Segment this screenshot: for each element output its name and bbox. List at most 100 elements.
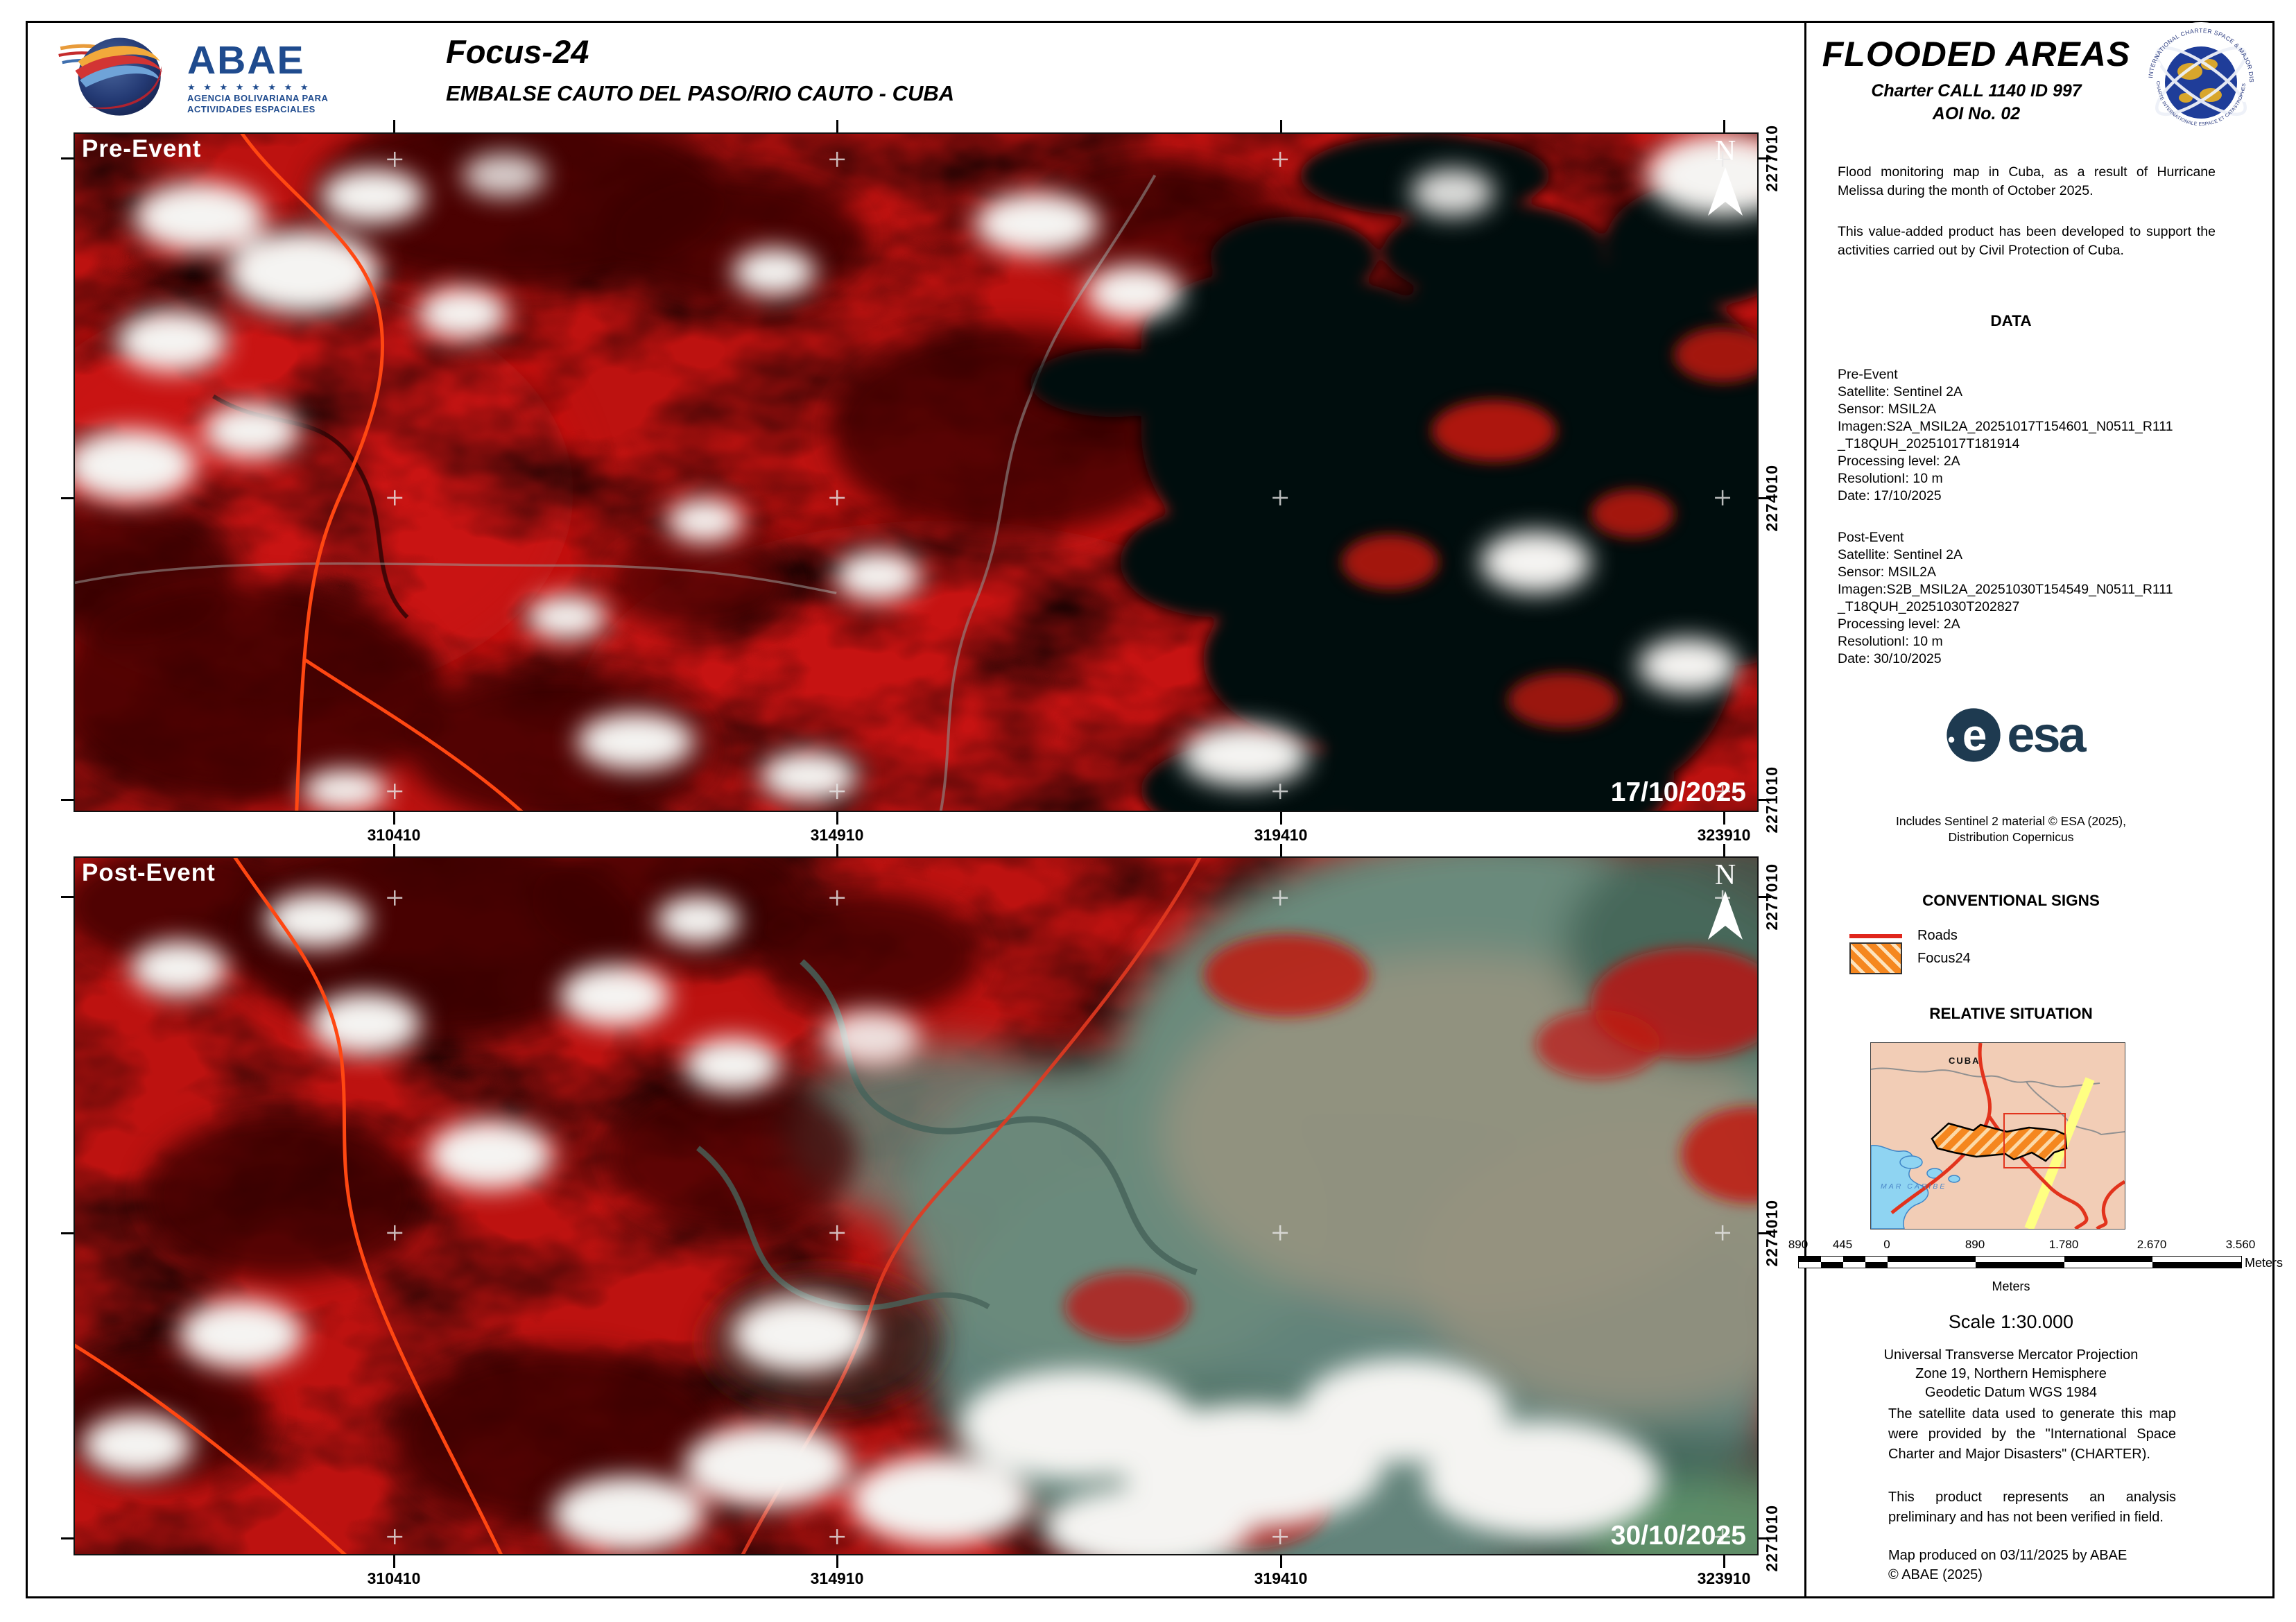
esa-logo: e esa <box>1806 706 2222 764</box>
tick <box>393 120 395 132</box>
focus24-symbol <box>1849 942 1902 974</box>
conventional-signs-heading: CONVENTIONAL SIGNS <box>1922 892 2100 909</box>
x-tick-label: 319410 <box>1254 826 1308 844</box>
data-line: Satellite: Sentinel 2A <box>1838 384 1962 399</box>
tick <box>1759 896 1771 898</box>
esa-credit-line2: Distribution Copernicus <box>1948 830 2074 844</box>
post-event-map: Post-Event 30/10/2025 N <box>74 856 1759 1555</box>
tick <box>1723 120 1725 132</box>
tick <box>836 812 838 825</box>
intro-paragraph-2: This value-added product has been develo… <box>1838 224 2216 258</box>
tick <box>836 844 838 856</box>
tick <box>61 799 74 801</box>
pre-event-map: Pre-Event 17/10/2025 N <box>74 132 1759 812</box>
legend-roads-row: Roads <box>1849 928 1958 944</box>
produced-line1: Map produced on 03/11/2025 by ABAE <box>1888 1548 2127 1563</box>
tick <box>393 812 395 825</box>
tick <box>1280 1555 1282 1568</box>
roads-label: Roads <box>1917 928 1958 943</box>
scalebar-label: 890 <box>1788 1238 1809 1251</box>
abae-stars: ★ ★ ★ ★ ★ ★ ★ ★ <box>187 82 311 92</box>
tick <box>61 497 74 499</box>
esa-credit-line1: Includes Sentinel 2 material © ESA (2025… <box>1896 814 2126 828</box>
aoi-number: AOI No. 02 <box>1932 104 2021 123</box>
data-line: _T18QUH_20251030T202827 <box>1838 599 2020 614</box>
disclaimer-note: This product represents an analysis prel… <box>1888 1490 2176 1525</box>
esa-ball-icon: e <box>1947 708 2001 762</box>
x-tick-label: 310410 <box>367 1569 421 1587</box>
tick <box>1759 497 1771 499</box>
data-heading: DATA <box>1990 312 2032 329</box>
x-tick-label: 314910 <box>810 826 864 844</box>
projection-line3: Geodetic Datum WGS 1984 <box>1925 1385 2097 1400</box>
projection-line1: Universal Transverse Mercator Projection <box>1883 1347 2139 1363</box>
legend-focus24-row: Focus24 <box>1849 942 1971 974</box>
pre-event-data-block: Pre-Event Satellite: Sentinel 2A Sensor:… <box>1838 366 2226 505</box>
scalebar-label: 3.560 <box>2225 1238 2256 1251</box>
esa-ball-letter: e <box>1962 710 1987 760</box>
focus24-aoi-polygon <box>1931 1122 2068 1162</box>
esa-wordmark: esa <box>2007 707 2086 763</box>
x-tick-label: 323910 <box>1697 1569 1751 1587</box>
north-letter: N <box>1715 859 1736 891</box>
scalebar: 890 445 0 890 1.780 2.670 3.560 Meters <box>1788 1238 2284 1286</box>
relative-situation-map: CUBA MAR CARIBE <box>1870 1042 2125 1230</box>
x-tick-label: 310410 <box>367 826 421 844</box>
produced-line2: © ABAE (2025) <box>1888 1567 1983 1582</box>
data-line: ResolutionI: 10 m <box>1838 471 1943 486</box>
abae-logo-icon <box>58 37 163 116</box>
sidebar: FLOODED AREAS Charter CALL 1140 ID 997 A… <box>1788 21 2283 1596</box>
data-line: ResolutionI: 10 m <box>1838 634 1943 649</box>
post-event-label: Post-Event <box>82 859 216 886</box>
tick <box>61 896 74 898</box>
relative-situation-heading: RELATIVE SITUATION <box>1929 1005 2093 1022</box>
intro-paragraph-1: Flood monitoring map in Cuba, as a resul… <box>1838 164 2216 198</box>
tick <box>61 1537 74 1539</box>
data-line: Satellite: Sentinel 2A <box>1838 547 1962 562</box>
x-tick-label: 314910 <box>810 1569 864 1587</box>
projection-line2: Zone 19, Northern Hemisphere <box>1915 1366 2107 1381</box>
x-tick-label: 319410 <box>1254 1569 1308 1587</box>
tick <box>1723 812 1725 825</box>
product-subtitle: EMBALSE CAUTO DEL PASO/RIO CAUTO - CUBA <box>446 81 955 105</box>
north-arrow-icon: N <box>1708 859 1743 940</box>
produced-block: Map produced on 03/11/2025 by ABAE © ABA… <box>1888 1546 2193 1585</box>
data-line: Imagen:S2A_MSIL2A_20251017T154601_N0511_… <box>1838 419 2173 434</box>
inset-sea-label: MAR CARIBE <box>1881 1182 1947 1191</box>
data-line: Date: 30/10/2025 <box>1838 651 1942 666</box>
data-line: Sensor: MSIL2A <box>1838 564 1936 580</box>
tick <box>393 844 395 856</box>
sheet-title: FLOODED AREAS <box>1822 35 2131 74</box>
tick <box>836 120 838 132</box>
scalebar-label: 2.670 <box>2137 1238 2167 1251</box>
data-line: Processing level: 2A <box>1838 616 1960 632</box>
north-arrow-icon: N <box>1708 135 1743 216</box>
data-line: Pre-Event <box>1838 367 1898 382</box>
north-letter: N <box>1715 135 1736 167</box>
tick <box>1759 1537 1771 1539</box>
charter-call: Charter CALL 1140 ID 997 <box>1871 81 2082 101</box>
scalebar-caption: Meters <box>1992 1279 2030 1293</box>
tick <box>393 1555 395 1568</box>
page-frame: ABAE ★ ★ ★ ★ ★ ★ ★ ★ AGENCIA BOLIVARIANA… <box>26 21 2283 1598</box>
tick <box>61 1232 74 1234</box>
tick <box>1723 1555 1725 1568</box>
tick <box>1280 812 1282 825</box>
data-line: Sensor: MSIL2A <box>1838 402 1936 417</box>
product-title: Focus-24 <box>446 33 589 70</box>
scalebar-unit: Meters <box>2245 1256 2284 1270</box>
pre-event-imagery <box>75 134 1757 811</box>
data-line: Imagen:S2B_MSIL2A_20251030T154549_N0511_… <box>1838 582 2173 597</box>
post-event-imagery <box>75 858 1757 1554</box>
esa-credit: Includes Sentinel 2 material © ESA (2025… <box>1817 813 2205 845</box>
tick <box>1723 844 1725 856</box>
roads-symbol <box>1849 933 1902 938</box>
tick <box>1759 157 1771 159</box>
focus24-label: Focus24 <box>1917 950 1971 966</box>
tick <box>1759 1232 1771 1234</box>
x-tick-label: 323910 <box>1697 826 1751 844</box>
pre-event-date: 17/10/2025 <box>1610 777 1746 807</box>
abae-tagline-1: AGENCIA BOLIVARIANA PARA <box>187 93 329 103</box>
abae-tagline-2: ACTIVIDADES ESPACIALES <box>187 104 316 114</box>
